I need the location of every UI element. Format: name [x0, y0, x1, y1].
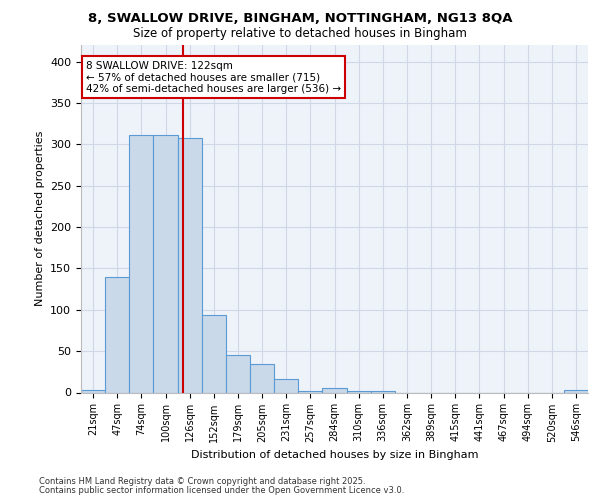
Text: Contains public sector information licensed under the Open Government Licence v3: Contains public sector information licen… — [39, 486, 404, 495]
Bar — [129, 135, 154, 392]
Bar — [154, 135, 178, 392]
Text: 8 SWALLOW DRIVE: 122sqm
← 57% of detached houses are smaller (715)
42% of semi-d: 8 SWALLOW DRIVE: 122sqm ← 57% of detache… — [86, 60, 341, 94]
Bar — [250, 364, 274, 392]
Text: Contains HM Land Registry data © Crown copyright and database right 2025.: Contains HM Land Registry data © Crown c… — [39, 477, 365, 486]
Bar — [105, 278, 129, 392]
Bar — [298, 391, 322, 392]
Bar — [178, 138, 202, 392]
Bar — [274, 380, 298, 392]
Y-axis label: Number of detached properties: Number of detached properties — [35, 131, 44, 306]
Bar — [202, 314, 226, 392]
Bar — [564, 390, 588, 392]
Text: Size of property relative to detached houses in Bingham: Size of property relative to detached ho… — [133, 28, 467, 40]
Bar — [347, 391, 371, 392]
Bar — [81, 390, 105, 392]
Text: 8, SWALLOW DRIVE, BINGHAM, NOTTINGHAM, NG13 8QA: 8, SWALLOW DRIVE, BINGHAM, NOTTINGHAM, N… — [88, 12, 512, 26]
Bar — [322, 388, 347, 392]
Bar — [371, 391, 395, 392]
Bar — [226, 356, 250, 393]
X-axis label: Distribution of detached houses by size in Bingham: Distribution of detached houses by size … — [191, 450, 478, 460]
